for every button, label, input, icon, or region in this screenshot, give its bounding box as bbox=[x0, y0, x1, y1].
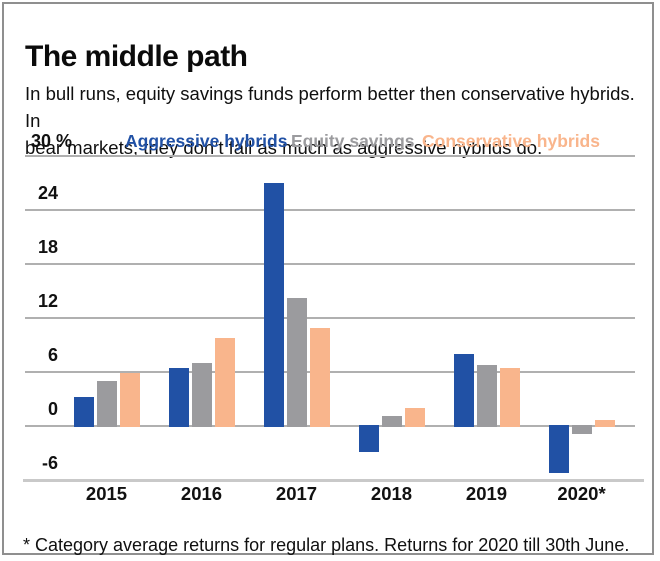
bar-2019-conservative-hybrids bbox=[499, 368, 520, 427]
bar-2017-conservative-hybrids bbox=[309, 327, 330, 427]
legend-item-aggressive-hybrids: Aggressive hybrids bbox=[125, 131, 288, 151]
page-title: The middle path bbox=[25, 40, 248, 74]
bar-2016-conservative-hybrids bbox=[214, 337, 235, 427]
gridline-0 bbox=[25, 425, 635, 427]
bar-2019-aggressive-hybrids bbox=[453, 353, 474, 427]
bar-2015-equity-savings bbox=[96, 380, 117, 427]
card-border bbox=[2, 2, 654, 555]
y-axis-unit-label: 30 % bbox=[31, 131, 73, 151]
x-label-2020: 2020* bbox=[557, 483, 606, 504]
y-tick--6: -6 bbox=[41, 453, 58, 473]
y-tick-6: 6 bbox=[47, 345, 58, 365]
gridline-24 bbox=[25, 209, 635, 211]
gridline-18 bbox=[25, 263, 635, 265]
bar-2018-conservative-hybrids bbox=[404, 407, 425, 427]
chart-subtitle: In bull runs, equity savings funds perfo… bbox=[25, 80, 645, 161]
bar-2018-equity-savings bbox=[381, 416, 402, 427]
bar-2019-equity-savings bbox=[476, 364, 497, 427]
x-label-2019: 2019 bbox=[465, 483, 508, 504]
y-tick-0: 0 bbox=[47, 399, 58, 419]
bar-2017-aggressive-hybrids bbox=[263, 182, 284, 427]
legend-item-equity-savings: Equity savings bbox=[291, 131, 415, 151]
y-tick-24: 24 bbox=[37, 183, 58, 203]
x-label-2018: 2018 bbox=[370, 483, 413, 504]
x-label-2016: 2016 bbox=[180, 483, 223, 504]
chart-footnote: * Category average returns for regular p… bbox=[23, 535, 630, 555]
legend: 30 % Aggressive hybrids Equity savings C… bbox=[0, 131, 660, 153]
bar-2016-aggressive-hybrids bbox=[168, 368, 189, 427]
y-tick-18: 18 bbox=[37, 237, 58, 257]
bar-2020-aggressive-hybrids bbox=[548, 425, 569, 473]
gridline-6 bbox=[25, 371, 635, 373]
legend-item-conservative-hybrids: Conservative hybrids bbox=[422, 131, 600, 151]
gridline-12 bbox=[25, 317, 635, 319]
x-label-2017: 2017 bbox=[275, 483, 318, 504]
bar-2020-equity-savings bbox=[571, 425, 592, 434]
bar-2016-equity-savings bbox=[191, 362, 212, 427]
bar-2018-aggressive-hybrids bbox=[358, 425, 379, 452]
bar-2020-conservative-hybrids bbox=[594, 419, 615, 427]
bar-2015-conservative-hybrids bbox=[119, 372, 140, 427]
y-tick-12: 12 bbox=[37, 291, 58, 311]
bar-2017-equity-savings bbox=[286, 298, 307, 427]
subtitle-line-1: In bull runs, equity savings funds perfo… bbox=[25, 82, 635, 131]
gridline-30 bbox=[25, 155, 635, 157]
bar-2015-aggressive-hybrids bbox=[73, 397, 94, 427]
x-label-2015: 2015 bbox=[85, 483, 128, 504]
gridline--6 bbox=[23, 479, 644, 482]
subtitle-line-2: bear markets, they don’t fall as much as… bbox=[25, 136, 543, 158]
